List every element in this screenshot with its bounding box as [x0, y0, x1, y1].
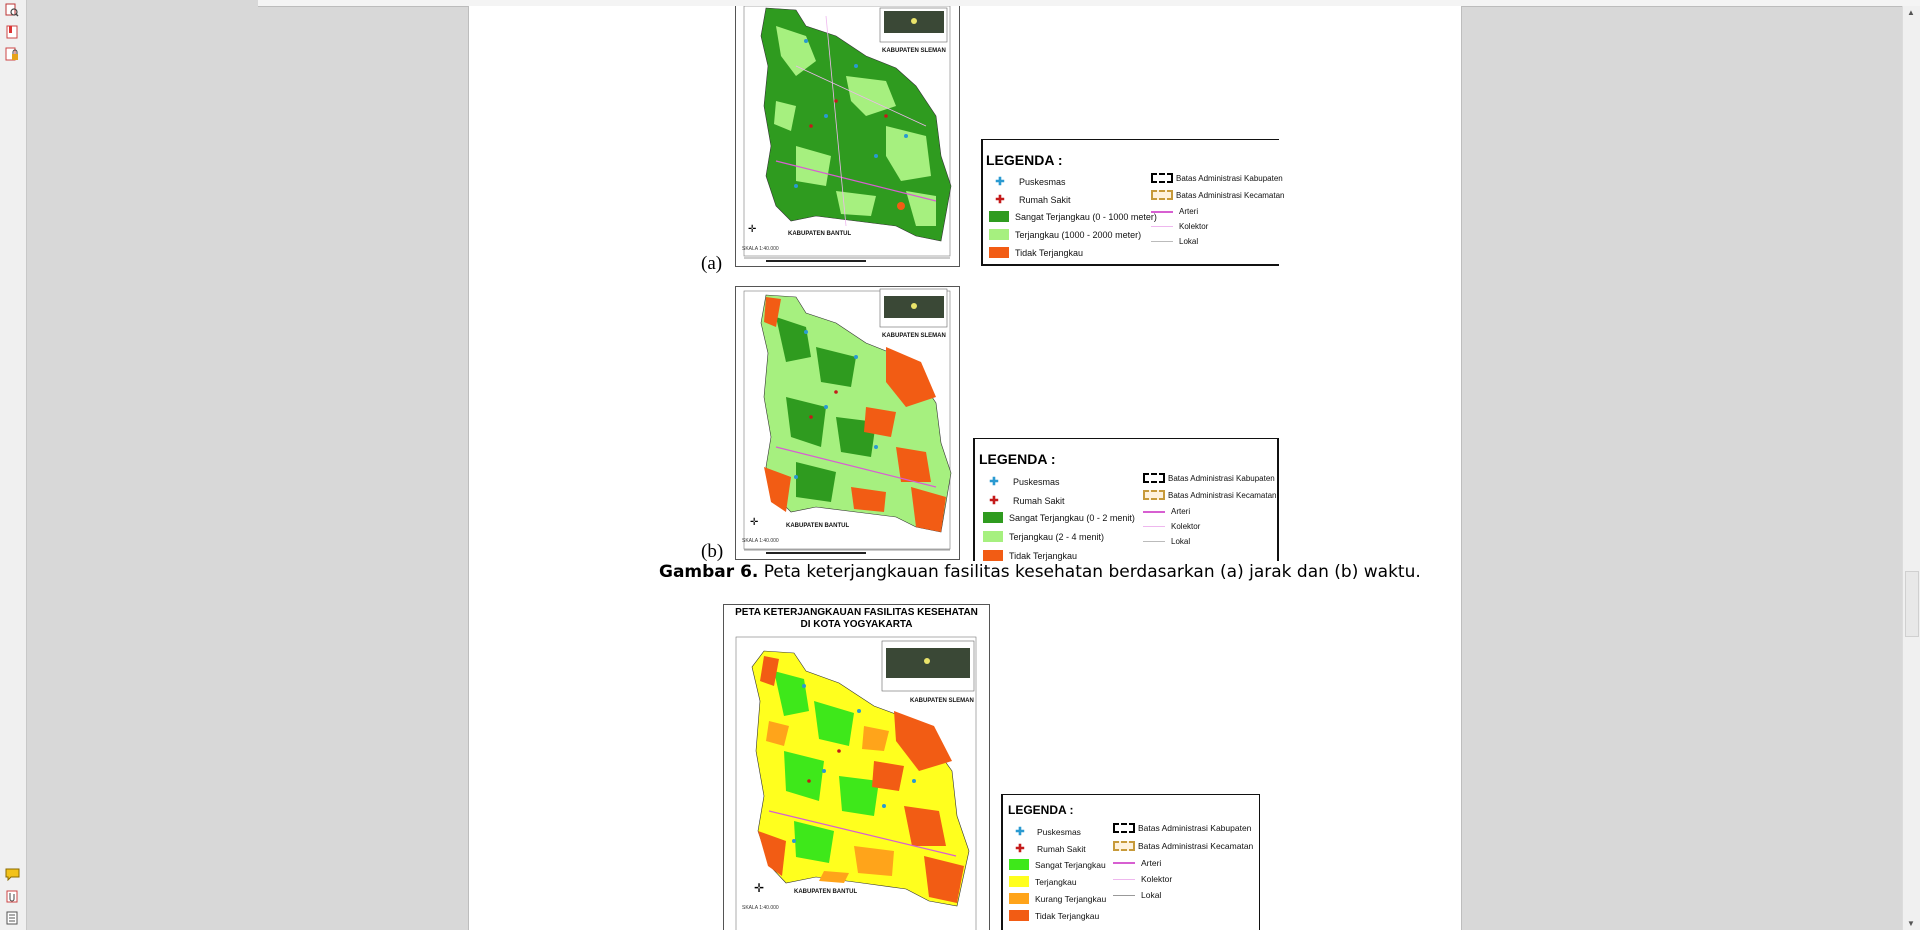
layers-icon[interactable]: [4, 910, 20, 926]
attachment-icon[interactable]: [4, 888, 20, 904]
map-a-legend-title: LEGENDA :: [986, 152, 1063, 168]
document-page: KABUPATEN SLEMAN KABUPATEN BANTUL SKALA …: [468, 6, 1462, 930]
legend-line-kecamatan: Batas Administrasi Kecamatan: [1151, 190, 1285, 200]
legend-row-tidak: Tidak Terjangkau: [989, 247, 1083, 258]
map-b-graphic: [743, 288, 952, 554]
puskesmas-icon: ✚: [989, 476, 999, 488]
scroll-thumb[interactable]: [1905, 571, 1919, 637]
hospital-icon: ✚: [995, 194, 1005, 206]
legend-line-kecamatan: Batas Administrasi Kecamatan: [1113, 841, 1253, 851]
north-arrow-icon: ✛: [754, 881, 765, 895]
map-b-legend-title: LEGENDA :: [979, 451, 1056, 467]
map-a: KABUPATEN SLEMAN KABUPATEN BANTUL SKALA …: [735, 6, 960, 267]
map-c-graphic: [735, 636, 977, 930]
figure-caption: Gambar 6. Peta keterjangkauan fasilitas …: [659, 562, 1421, 582]
left-tool-rail: [0, 0, 27, 930]
legend-line-lokal: Lokal: [1143, 537, 1190, 546]
legend-line-kabupaten: Batas Administrasi Kabupaten: [1113, 823, 1251, 833]
legend-row-puskesmas: ✚ Puskesmas: [1013, 825, 1081, 838]
caption-text: Peta keterjangkauan fasilitas kesehatan …: [758, 562, 1421, 582]
comment-icon[interactable]: [4, 866, 20, 882]
legend-row-rumah-sakit: ✚ Rumah Sakit: [987, 494, 1064, 507]
north-arrow-icon: ✛: [750, 517, 759, 528]
lock-attachment-icon[interactable]: [4, 46, 20, 62]
legend-row-puskesmas: ✚ Puskesmas: [993, 175, 1065, 188]
map-b-sleman-label: KABUPATEN SLEMAN: [882, 333, 946, 339]
map-a-scale-label: SKALA 1:40.000: [742, 246, 779, 252]
legend-line-arteri: Arteri: [1151, 207, 1198, 216]
page-search-icon[interactable]: [4, 2, 20, 18]
scroll-down-icon[interactable]: ▼: [1907, 919, 1915, 928]
legend-row-terjangkau: Terjangkau (1000 - 2000 meter): [989, 229, 1141, 240]
legend-line-kabupaten: Batas Administrasi Kabupaten: [1143, 473, 1275, 483]
hospital-icon: ✚: [989, 495, 999, 507]
map-c-title-line1: PETA KETERJANGKAUAN FASILITAS KESEHATAN: [735, 607, 978, 618]
north-arrow-icon: ✛: [748, 224, 757, 235]
caption-figure-number: Gambar 6.: [659, 562, 759, 582]
legend-line-arteri: Arteri: [1113, 858, 1161, 868]
legend-row-rumah-sakit: ✚ Rumah Sakit: [993, 193, 1070, 206]
map-a-sleman-label: KABUPATEN SLEMAN: [882, 48, 946, 54]
map-c: PETA KETERJANGKAUAN FASILITAS KESEHATAN …: [723, 604, 990, 930]
legend-line-lokal: Lokal: [1151, 237, 1198, 246]
legend-line-kolektor: Kolektor: [1143, 522, 1200, 531]
legend-line-kolektor: Kolektor: [1151, 222, 1208, 231]
map-c-legend-title: LEGENDA :: [1008, 803, 1074, 817]
legend-line-lokal: Lokal: [1113, 890, 1161, 900]
map-b-label: (b): [701, 541, 724, 562]
scroll-up-icon[interactable]: ▲: [1907, 8, 1915, 17]
map-b-scale-label: SKALA 1:40.000: [742, 538, 779, 544]
map-a-label: (a): [701, 253, 723, 274]
legend-line-kolektor: Kolektor: [1113, 874, 1172, 884]
map-c-sleman-label: KABUPATEN SLEMAN: [910, 698, 974, 704]
legend-row-tidak: Tidak Terjangkau: [983, 550, 1077, 561]
legend-row-puskesmas: ✚ Puskesmas: [987, 475, 1059, 488]
legend-row-sangat: Sangat Terjangkau (0 - 2 menit): [983, 512, 1135, 523]
legend-line-kecamatan: Batas Administrasi Kecamatan: [1143, 490, 1277, 500]
legend-row-tidak: Tidak Terjangkau: [1009, 910, 1099, 921]
hospital-icon: ✚: [1015, 843, 1025, 855]
legend-line-kabupaten: Batas Administrasi Kabupaten: [1151, 173, 1283, 183]
legend-row-sangat: Sangat Terjangkau (0 - 1000 meter): [989, 211, 1157, 222]
legend-row-terjangkau: Terjangkau (2 - 4 menit): [983, 531, 1104, 542]
map-a-bantul-label: KABUPATEN BANTUL: [788, 231, 852, 237]
legend-row-sangat: Sangat Terjangkau: [1009, 859, 1106, 870]
bookmark-icon[interactable]: [4, 24, 20, 40]
puskesmas-icon: ✚: [1015, 826, 1025, 838]
map-b-bantul-label: KABUPATEN BANTUL: [786, 523, 850, 529]
map-b-legend: LEGENDA : ✚ Puskesmas ✚ Rumah Sakit Sangat…: [973, 438, 1279, 561]
legend-line-arteri: Arteri: [1143, 507, 1190, 516]
map-c-bantul-label: KABUPATEN BANTUL: [794, 889, 858, 895]
map-a-graphic: [743, 6, 952, 262]
map-a-legend: LEGENDA : ✚ Puskesmas ✚ Rumah Sakit Sangat…: [981, 139, 1285, 266]
vertical-scrollbar[interactable]: ▲ ▼: [1902, 6, 1920, 930]
legend-row-terjangkau: Terjangkau: [1009, 876, 1077, 887]
legend-row-kurang: Kurang Terjangkau: [1009, 893, 1106, 904]
map-c-legend: LEGENDA : ✚ Puskesmas ✚ Rumah Sakit Sangat…: [1001, 794, 1260, 930]
map-b: KABUPATEN SLEMAN KABUPATEN BANTUL SKALA …: [735, 286, 960, 560]
map-c-title-line2: DI KOTA YOGYAKARTA: [800, 619, 913, 630]
legend-row-rumah-sakit: ✚ Rumah Sakit: [1013, 842, 1085, 855]
map-c-scale-label: SKALA 1:40.000: [742, 905, 779, 911]
puskesmas-icon: ✚: [995, 176, 1005, 188]
